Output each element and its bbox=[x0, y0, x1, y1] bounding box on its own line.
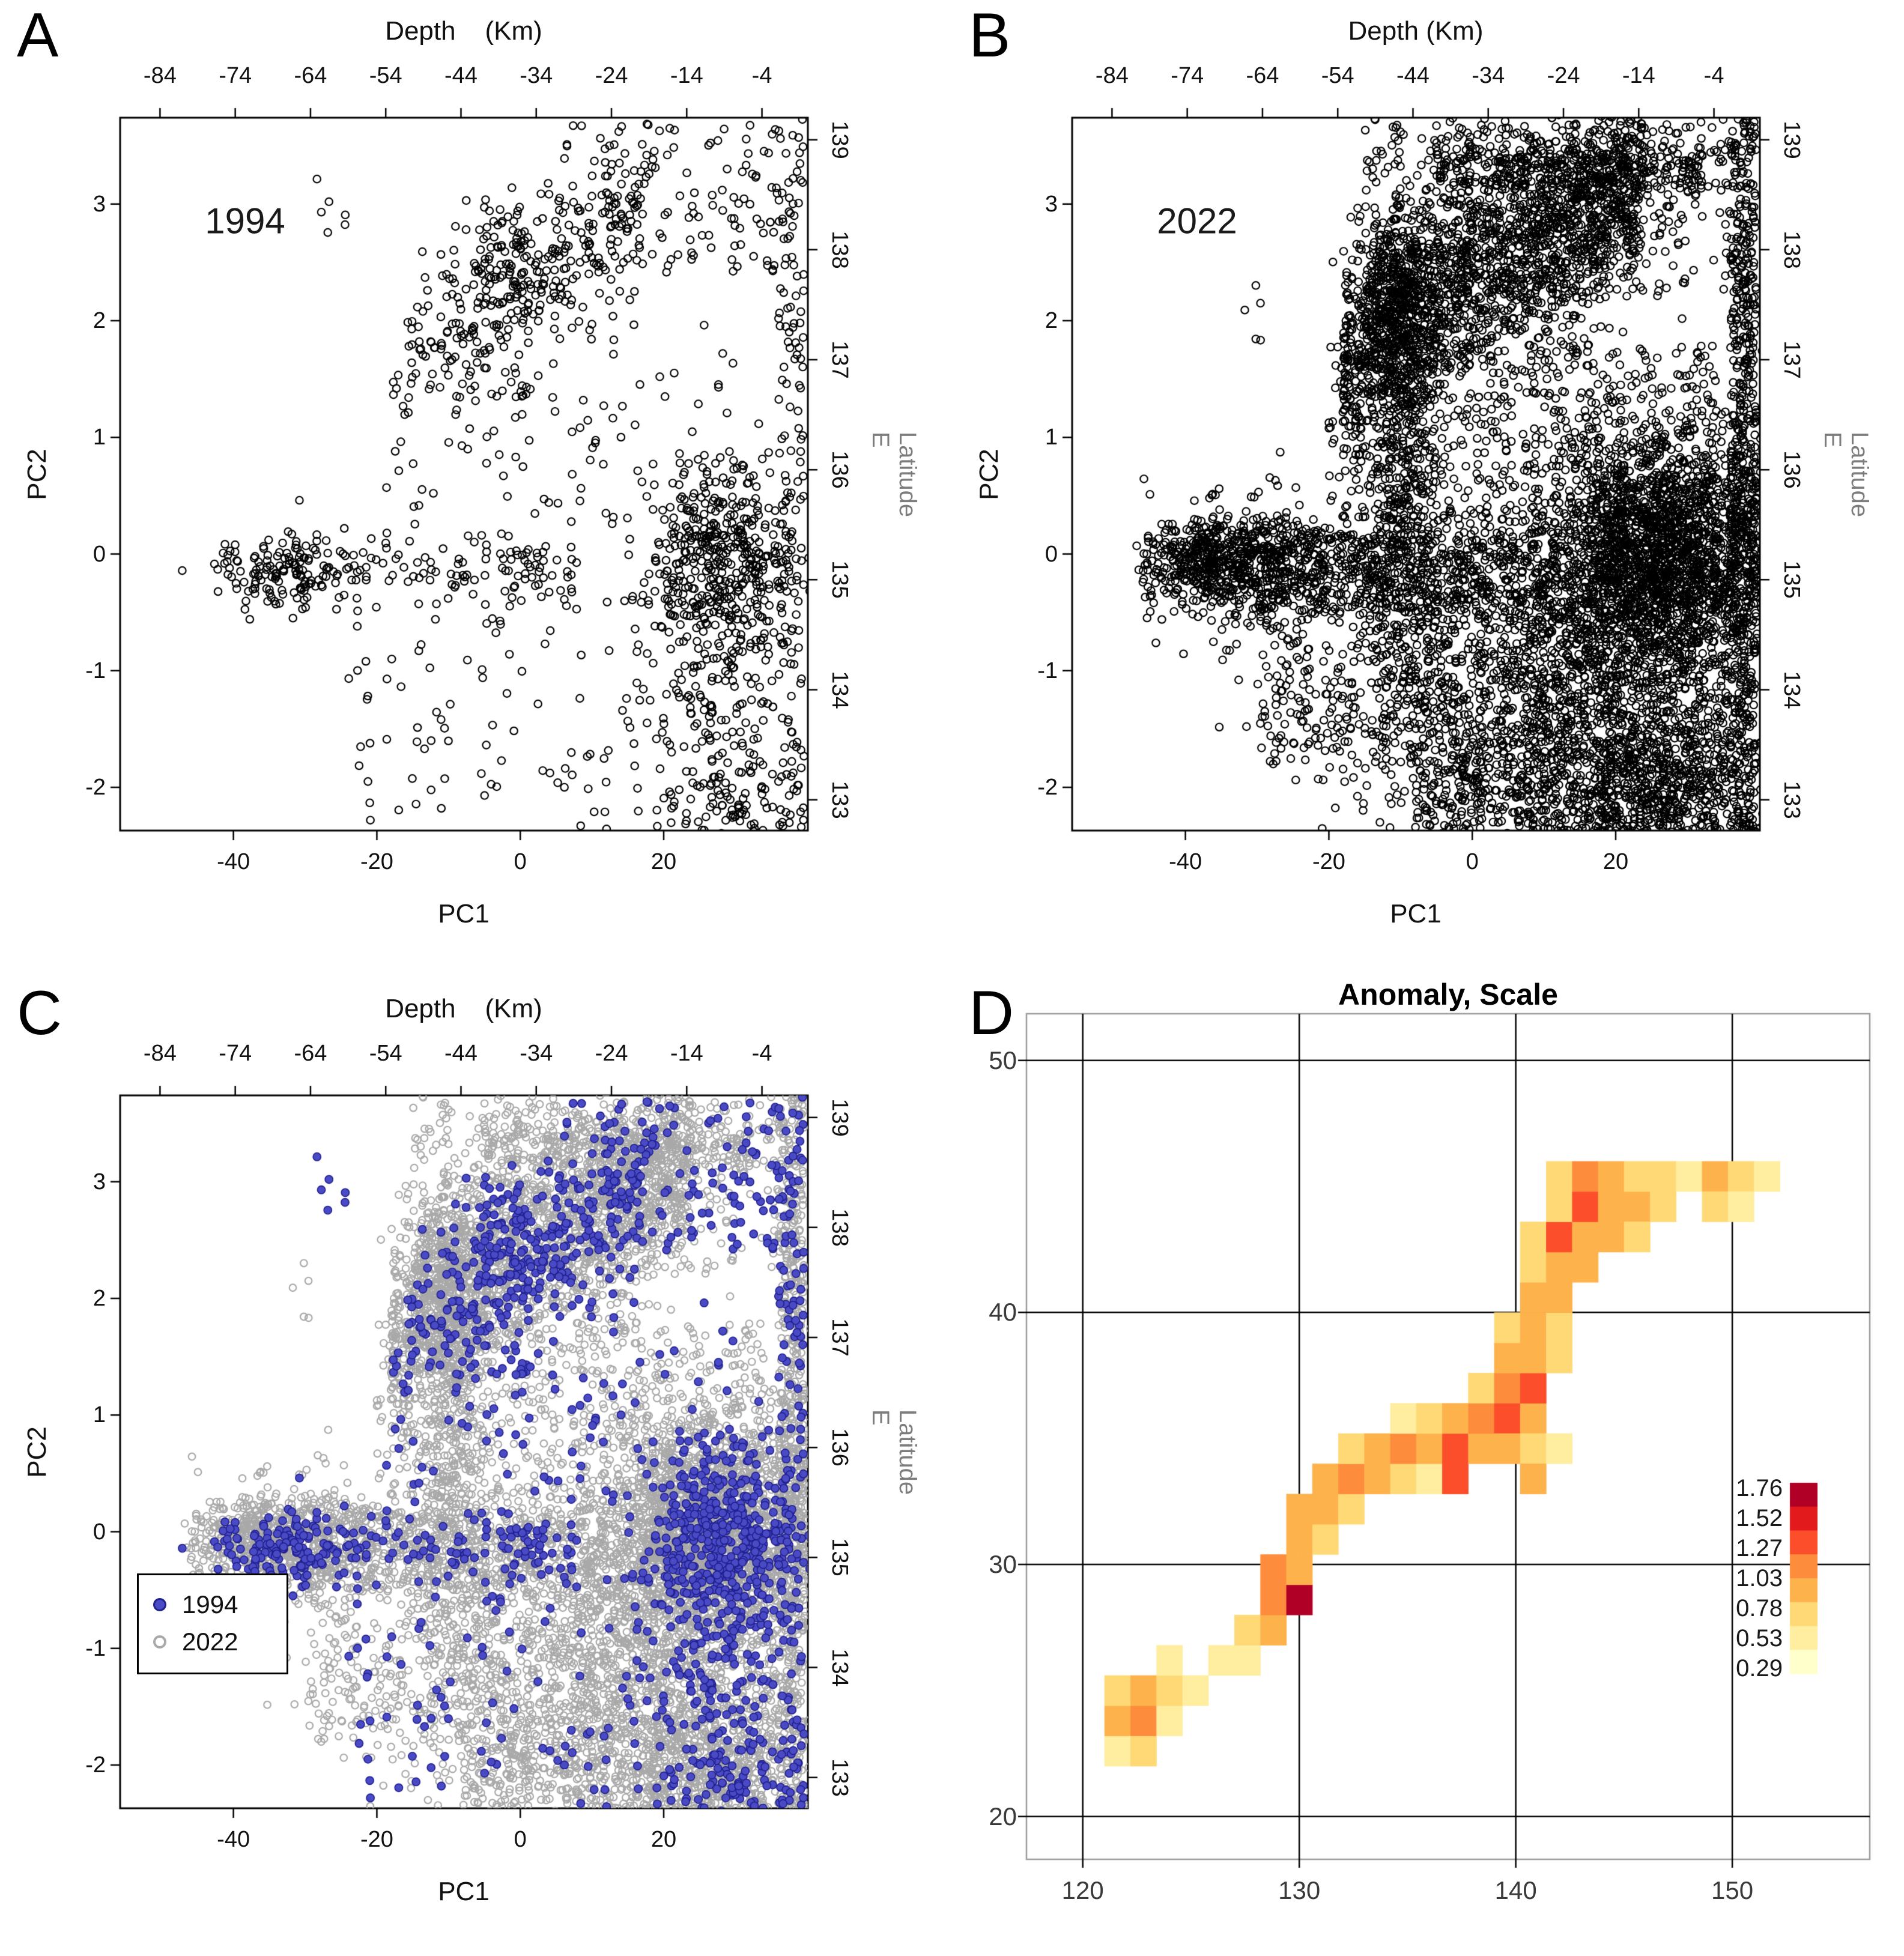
pc2-axis-title-b: PC2 bbox=[974, 449, 1004, 500]
legend: 1994 2022 bbox=[137, 1573, 288, 1674]
panel-a-scatter-canvas bbox=[0, 0, 952, 978]
legend-2022-label: 2022 bbox=[182, 1627, 238, 1656]
panel-c-scatter-canvas bbox=[0, 978, 952, 1956]
legend-2022-marker-icon bbox=[153, 1635, 166, 1649]
latitude-axis-title-a: Latitude E bbox=[867, 431, 921, 518]
legend-1994-label: 1994 bbox=[182, 1590, 238, 1618]
panel-b-scatter-2022: B Depth (Km) 2022 PC1 PC2 Latitude E -40… bbox=[952, 0, 1904, 978]
latitude-axis-title-b: Latitude E bbox=[1819, 431, 1873, 518]
panel-c-scatter-combined: C Depth (Km) PC1 PC2 Latitude E 1994 202… bbox=[0, 978, 952, 1956]
panel-c-letter: C bbox=[17, 978, 62, 1048]
legend-entry-2022: 2022 bbox=[153, 1623, 287, 1661]
pc1-axis-title-c: PC1 bbox=[438, 1877, 490, 1906]
panel-d-letter: D bbox=[969, 978, 1014, 1048]
depth-axis-title-a: Depth (Km) bbox=[385, 16, 542, 46]
legend-entry-1994: 1994 bbox=[153, 1586, 287, 1623]
panel-d-heatmap-canvas bbox=[952, 978, 1904, 1956]
year-label-1994: 1994 bbox=[205, 201, 285, 241]
depth-axis-title-b: Depth (Km) bbox=[1348, 16, 1484, 46]
panel-a-letter: A bbox=[17, 1, 59, 70]
pc2-axis-title-c: PC2 bbox=[22, 1426, 52, 1478]
depth-axis-title-c: Depth (Km) bbox=[385, 994, 542, 1023]
panel-d-anomaly-heatmap: D Anomaly, Scale 120 130 140 150 50 40 30 20 1.7… bbox=[952, 978, 1904, 1956]
year-label-2022: 2022 bbox=[1157, 201, 1237, 241]
latitude-axis-title-c: Latitude E bbox=[867, 1409, 921, 1495]
panel-a-scatter-1994: A Depth (Km) 1994 PC1 PC2 Latitude E -40… bbox=[0, 0, 952, 978]
pc1-axis-title-a: PC1 bbox=[438, 899, 490, 928]
panel-b-scatter-canvas bbox=[952, 0, 1904, 978]
pc2-axis-title-a: PC2 bbox=[22, 449, 52, 500]
panel-b-letter: B bbox=[969, 1, 1011, 70]
legend-1994-marker-icon bbox=[153, 1598, 166, 1611]
pc1-axis-title-b: PC1 bbox=[1390, 899, 1442, 928]
heatmap-title: Anomaly, Scale bbox=[1338, 978, 1558, 1011]
